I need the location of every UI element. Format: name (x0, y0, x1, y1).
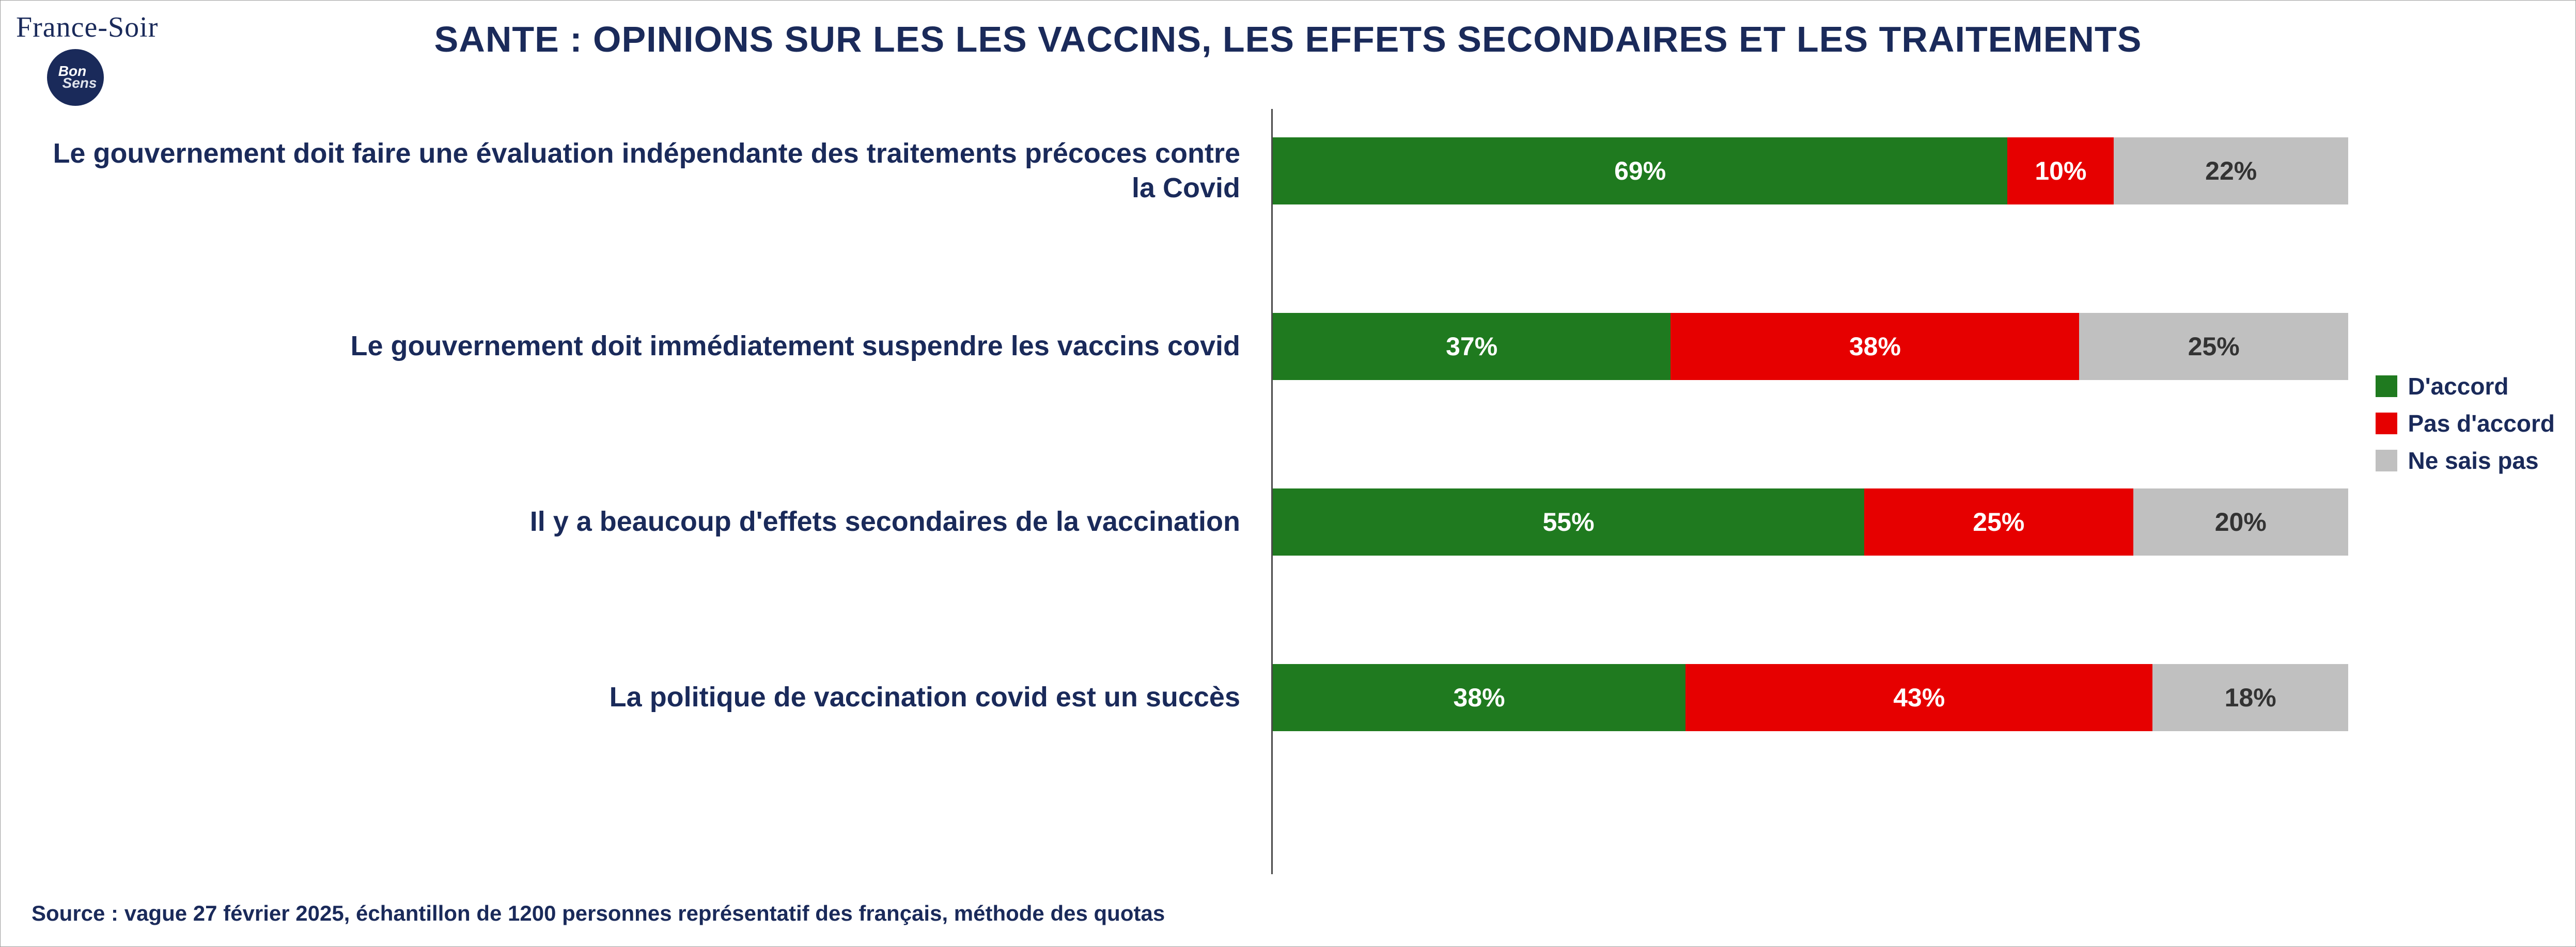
legend-label: Pas d'accord (2408, 409, 2555, 437)
chart-area: Le gouvernement doit faire une évaluatio… (32, 109, 2544, 843)
row-label: La politique de vaccination covid est un… (32, 680, 1261, 715)
row-label: Il y a beaucoup d'effets secondaires de … (32, 504, 1261, 540)
bar-segment-disagree: 10% (2007, 137, 2114, 204)
bar-wrap: 55% 25% 20% (1273, 488, 2348, 556)
legend-swatch-icon (2376, 450, 2397, 471)
bar-wrap: 69% 10% 22% (1273, 137, 2348, 204)
bar-wrap: 37% 38% 25% (1273, 313, 2348, 380)
bar-row: La politique de vaccination covid est un… (32, 656, 2544, 739)
row-label: Le gouvernement doit faire une évaluatio… (32, 136, 1261, 206)
chart-title: SANTE : OPINIONS SUR LES LES VACCINS, LE… (1, 19, 2575, 60)
bar-segment-dontknow: 18% (2152, 664, 2348, 731)
bar-segment-disagree: 38% (1671, 313, 2079, 380)
legend-swatch-icon (2376, 413, 2397, 434)
bar-row: Le gouvernement doit faire une évaluatio… (32, 130, 2544, 212)
legend-item-disagree: Pas d'accord (2376, 409, 2555, 437)
bar-segment-disagree: 43% (1685, 664, 2152, 731)
bar-segment-agree: 38% (1273, 664, 1685, 731)
bar-segment-dontknow: 20% (2133, 488, 2348, 556)
bar-segment-dontknow: 22% (2114, 137, 2348, 204)
bar-segment-agree: 37% (1273, 313, 1671, 380)
legend-item-agree: D'accord (2376, 372, 2555, 400)
chart-container: France-Soir Bon Sens SANTE : OPINIONS SU… (1, 1, 2575, 946)
legend-label: D'accord (2408, 372, 2508, 400)
bar-segment-agree: 55% (1273, 488, 1864, 556)
bar-segment-disagree: 25% (1864, 488, 2133, 556)
bar-row: Le gouvernement doit immédiatement suspe… (32, 305, 2544, 388)
legend-item-dontknow: Ne sais pas (2376, 447, 2555, 475)
row-label: Le gouvernement doit immédiatement suspe… (32, 329, 1261, 364)
bar-row: Il y a beaucoup d'effets secondaires de … (32, 481, 2544, 563)
legend-label: Ne sais pas (2408, 447, 2538, 475)
source-text: Source : vague 27 février 2025, échantil… (32, 901, 1165, 926)
bar-segment-agree: 69% (1273, 137, 2007, 204)
bar-wrap: 38% 43% 18% (1273, 664, 2348, 731)
bar-segment-dontknow: 25% (2079, 313, 2348, 380)
legend-swatch-icon (2376, 375, 2397, 397)
legend: D'accord Pas d'accord Ne sais pas (2376, 372, 2555, 484)
brand-badge-line2: Sens (63, 76, 97, 89)
